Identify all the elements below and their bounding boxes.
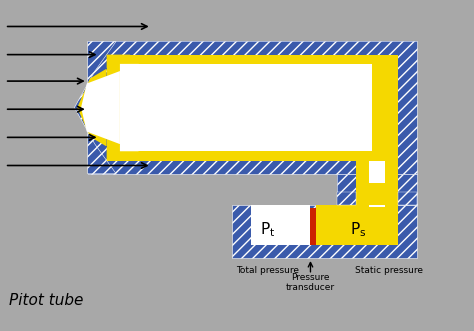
Bar [107,55,398,161]
Bar [88,41,417,174]
Bar [337,174,417,205]
Bar [232,205,417,258]
Bar [372,64,394,151]
Polygon shape [81,64,139,151]
Bar [369,192,385,207]
Bar [356,161,398,192]
Text: Pressure
transducer: Pressure transducer [286,273,335,293]
Bar [337,192,356,205]
Text: Total pressure: Total pressure [237,266,299,275]
Bar [310,208,316,245]
Text: Static pressure: Static pressure [355,266,423,275]
Bar [337,174,417,205]
Text: Pitot tube: Pitot tube [9,293,84,308]
Bar [356,192,398,205]
Text: $\mathregular{P_s}$: $\mathregular{P_s}$ [350,221,366,239]
Polygon shape [77,55,130,161]
Text: $\mathregular{P_t}$: $\mathregular{P_t}$ [260,221,275,239]
Bar [120,64,385,151]
Bar [251,205,310,245]
Bar [398,192,417,205]
Bar [398,192,417,205]
Bar [316,205,398,245]
Bar [88,41,417,174]
Bar [369,161,385,183]
Bar [337,192,356,205]
Polygon shape [74,41,116,174]
